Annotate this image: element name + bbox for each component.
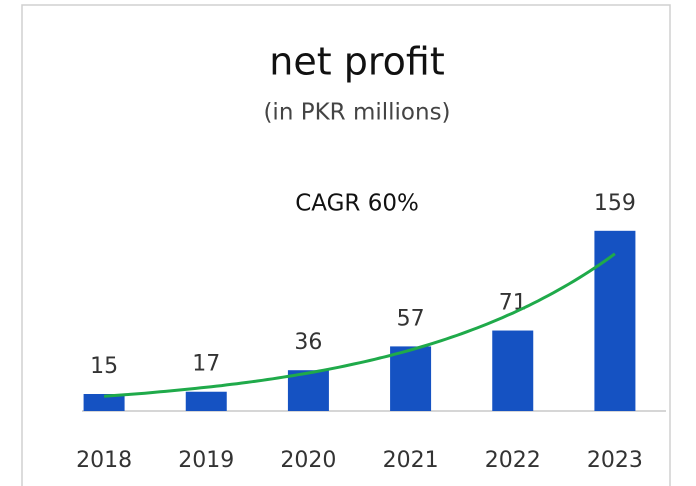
chart-subtitle: (in PKR millions) xyxy=(263,100,450,126)
annotation: CAGR 60% xyxy=(295,191,419,217)
x-tick-label: 2020 xyxy=(280,448,336,473)
data-label: 71 xyxy=(499,291,527,316)
bar xyxy=(185,391,227,411)
bar xyxy=(83,394,125,411)
bar xyxy=(287,370,329,411)
bar xyxy=(492,330,534,411)
x-tick-label: 2022 xyxy=(485,448,541,473)
data-label: 17 xyxy=(192,352,220,377)
bar xyxy=(390,346,432,411)
x-tick-label: 2018 xyxy=(76,448,132,473)
card-border xyxy=(21,4,671,486)
data-label: 159 xyxy=(594,191,636,216)
bar xyxy=(594,230,636,411)
data-label: 36 xyxy=(294,330,322,355)
trend-line xyxy=(104,252,616,398)
data-label: 15 xyxy=(90,354,118,379)
x-tick-label: 2019 xyxy=(178,448,234,473)
x-tick-label: 2023 xyxy=(587,448,643,473)
chart-title: net profit xyxy=(269,40,444,84)
data-label: 57 xyxy=(397,306,425,331)
x-tick-label: 2021 xyxy=(383,448,439,473)
